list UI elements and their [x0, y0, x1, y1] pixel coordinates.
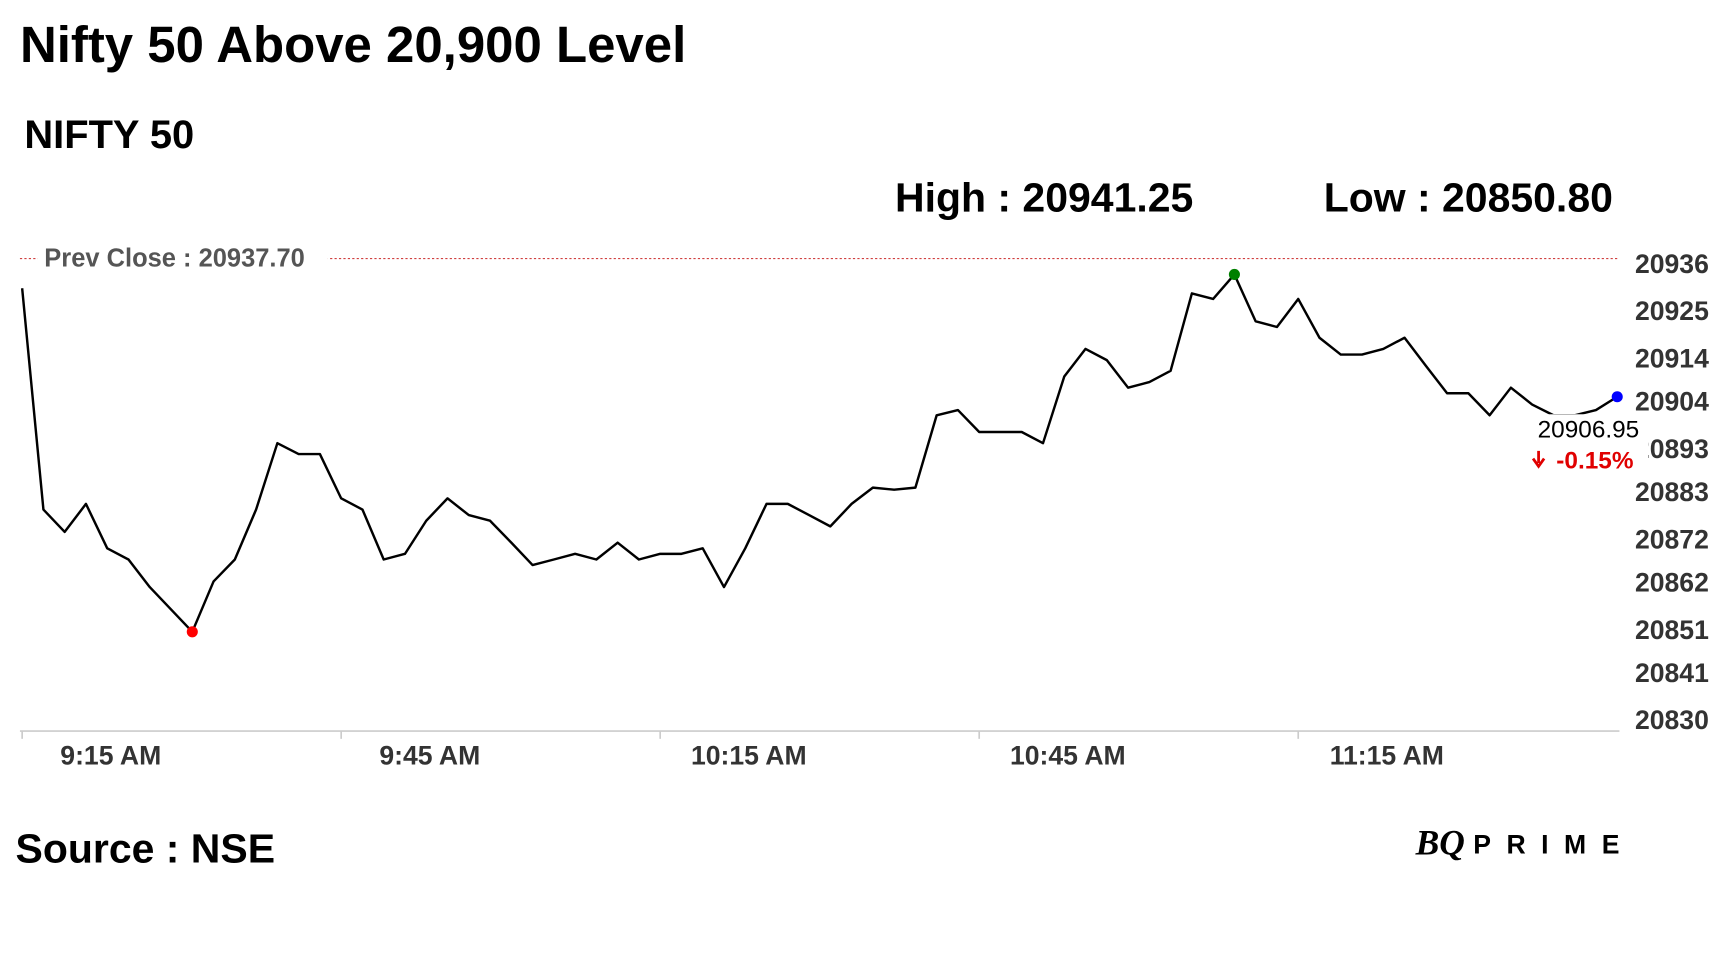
x-tick-label: 10:15 AM [691, 741, 807, 771]
last-label: 20906.95 [1538, 416, 1640, 443]
y-tick-label: 20925 [1635, 296, 1709, 326]
logo-mark: BQ [1415, 822, 1465, 862]
y-tick-label: 20936 [1635, 249, 1709, 279]
down-arrow [1531, 450, 1546, 469]
y-tick-label: 20883 [1635, 477, 1709, 507]
high-label: High : 20941.25 [895, 174, 1193, 220]
chart-title: Nifty 50 Above 20,900 Level [20, 16, 686, 73]
y-tick-label: 20862 [1635, 567, 1709, 597]
x-tick-label: 9:15 AM [60, 741, 161, 771]
chart-subtitle: NIFTY 50 [24, 113, 194, 157]
prev-close-label: Prev Close : 20937.70 [44, 244, 305, 272]
y-tick-label: 20830 [1635, 705, 1709, 735]
x-tick-label: 11:15 AM [1330, 741, 1444, 771]
low-label: Low : 20850.80 [1324, 174, 1613, 220]
x-tick-label: 9:45 AM [379, 741, 480, 771]
price-line [20, 273, 1618, 634]
prev-close-bg [37, 243, 328, 275]
y-tick-label: 20872 [1635, 524, 1709, 554]
high-marker [1228, 268, 1240, 280]
source: Source : NSE [16, 826, 276, 872]
last-marker [1611, 391, 1623, 403]
y-tick-label: 20914 [1635, 344, 1709, 374]
y-tick-label: 20904 [1635, 387, 1709, 417]
low-marker [186, 626, 198, 638]
y-tick-label: 20841 [1635, 658, 1709, 688]
logo-text: PRIME [1473, 829, 1635, 859]
last-label-bg [1528, 414, 1649, 479]
change-label: -0.15% [1556, 447, 1634, 474]
y-tick-label: 20851 [1635, 615, 1709, 645]
x-tick-label: 10:45 AM [1010, 741, 1126, 771]
